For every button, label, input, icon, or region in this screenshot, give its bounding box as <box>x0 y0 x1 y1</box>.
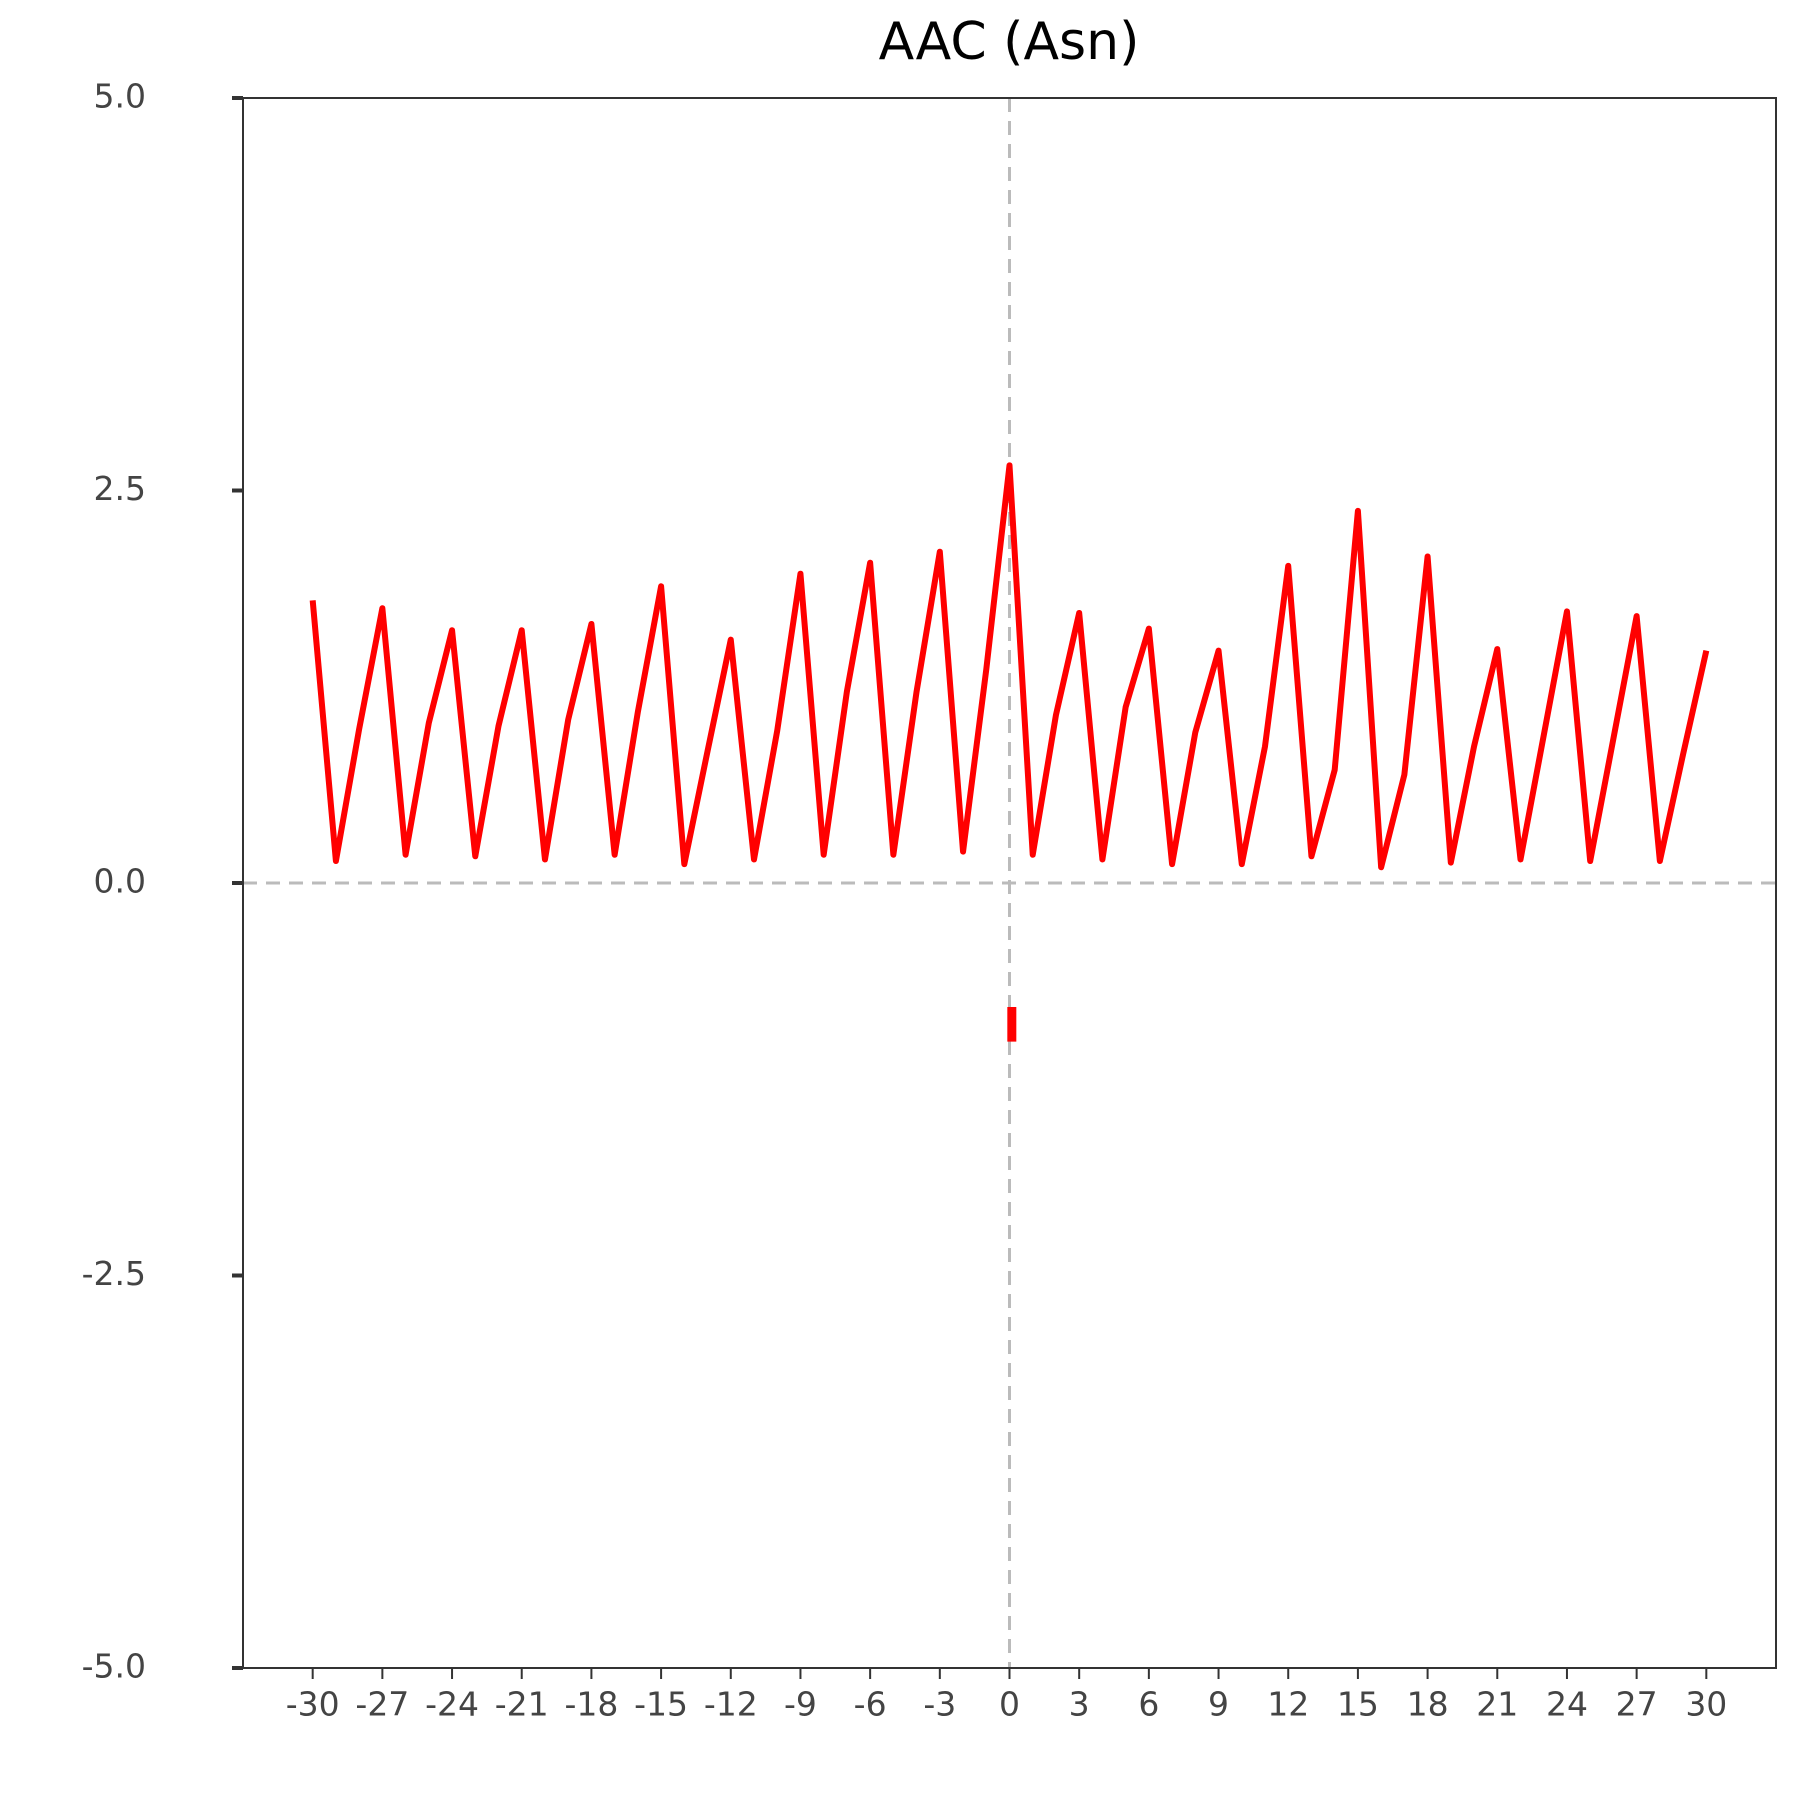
x-tick-label: -6 <box>854 1685 887 1724</box>
x-tick-label: 0 <box>999 1685 1020 1724</box>
x-tick-label: -24 <box>425 1685 479 1724</box>
x-tick-label: -18 <box>564 1685 618 1724</box>
y-tick-label: 5.0 <box>94 77 146 116</box>
x-tick-label: -15 <box>634 1685 688 1724</box>
x-tick-label: -12 <box>704 1685 758 1724</box>
x-tick-label: -9 <box>784 1685 817 1724</box>
x-tick-label: 3 <box>1069 1685 1090 1724</box>
x-tick-label: -3 <box>923 1685 956 1724</box>
x-tick-label: -27 <box>355 1685 409 1724</box>
x-tick-label: 6 <box>1138 1685 1159 1724</box>
x-tick-label: -30 <box>286 1685 340 1724</box>
y-tick-label: -2.5 <box>82 1254 146 1293</box>
y-tick-label: 0.0 <box>94 862 146 901</box>
x-tick-label: 18 <box>1407 1685 1449 1724</box>
y-tick-label: 2.5 <box>94 469 146 508</box>
x-tick-label: 30 <box>1685 1685 1727 1724</box>
x-tick-label: 9 <box>1208 1685 1229 1724</box>
x-tick-label: 15 <box>1337 1685 1379 1724</box>
chart-title: AAC (Asn) <box>879 12 1140 72</box>
data-line <box>309 462 1710 871</box>
x-tick-label: 21 <box>1476 1685 1518 1724</box>
y-tick-label: -5.0 <box>82 1647 146 1686</box>
x-tick-label: -21 <box>495 1685 549 1724</box>
plot-frame <box>242 97 1777 1669</box>
x-tick-label: 27 <box>1616 1685 1658 1724</box>
x-tick-label: 24 <box>1546 1685 1588 1724</box>
x-tick-label: 12 <box>1267 1685 1309 1724</box>
